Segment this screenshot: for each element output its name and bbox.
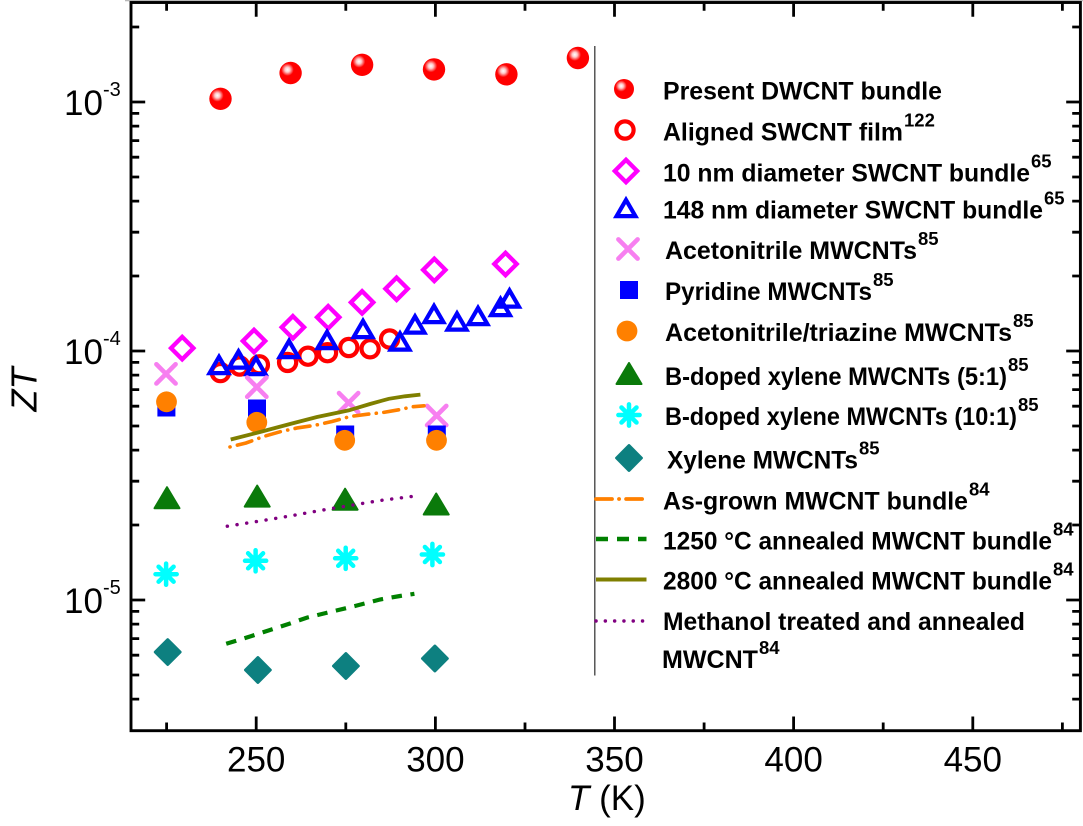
svg-text:Acetonitrile/triazine MWCNTs: Acetonitrile/triazine MWCNTs [665,319,1012,347]
svg-text:84: 84 [1053,518,1074,539]
svg-text:450: 450 [944,741,1002,780]
svg-text:-5: -5 [103,577,121,599]
svg-text:85: 85 [1018,394,1039,415]
svg-text:-3: -3 [103,79,121,101]
svg-text:85: 85 [1013,310,1034,331]
svg-text:250: 250 [227,741,285,780]
svg-text:10 nm diameter SWCNT bundle: 10 nm diameter SWCNT bundle [663,159,1030,187]
svg-text:Pyridine MWCNTs: Pyridine MWCNTs [665,278,872,306]
svg-text:ZT: ZT [4,365,45,413]
svg-text:85: 85 [1008,354,1029,375]
svg-text:Xylene MWCNTs: Xylene MWCNTs [667,446,858,474]
svg-text:350: 350 [585,741,643,780]
svg-text:1250 °C annealed MWCNT bundle: 1250 °C annealed MWCNT bundle [663,527,1052,555]
svg-text:10: 10 [64,582,103,621]
svg-text:2800 °C annealed MWCNT bundle: 2800 °C annealed MWCNT bundle [663,567,1052,595]
svg-text:122: 122 [904,109,935,130]
svg-text:Acetonitrile MWCNTs: Acetonitrile MWCNTs [665,237,917,265]
svg-text:Present DWCNT bundle: Present DWCNT bundle [663,77,942,105]
svg-text:400: 400 [764,741,822,780]
svg-text:-4: -4 [103,328,121,350]
svg-text:B-doped xylene MWCNTs (5:1): B-doped xylene MWCNTs (5:1) [665,363,1007,391]
svg-text:B-doped xylene MWCNTs (10:1): B-doped xylene MWCNTs (10:1) [665,403,1017,431]
svg-text:85: 85 [873,269,894,290]
svg-text:As-grown MWCNT bundle: As-grown MWCNT bundle [663,487,968,515]
svg-text:84: 84 [1053,558,1074,579]
svg-text:84: 84 [759,637,780,658]
svg-text:T (K): T (K) [568,779,646,818]
svg-text:Aligned SWCNT film: Aligned SWCNT film [663,118,903,146]
svg-text:85: 85 [859,437,880,458]
svg-text:65: 65 [1031,150,1052,171]
svg-text:MWCNT: MWCNT [662,646,758,674]
svg-text:84: 84 [969,478,990,499]
svg-text:Methanol treated and annealed: Methanol treated and annealed [663,608,1025,636]
svg-text:148 nm diameter SWCNT bundle: 148 nm diameter SWCNT bundle [663,197,1043,225]
svg-text:85: 85 [918,228,939,249]
svg-text:300: 300 [406,741,464,780]
svg-text:10: 10 [64,333,103,372]
svg-text:10: 10 [64,84,103,123]
svg-text:65: 65 [1044,188,1065,209]
